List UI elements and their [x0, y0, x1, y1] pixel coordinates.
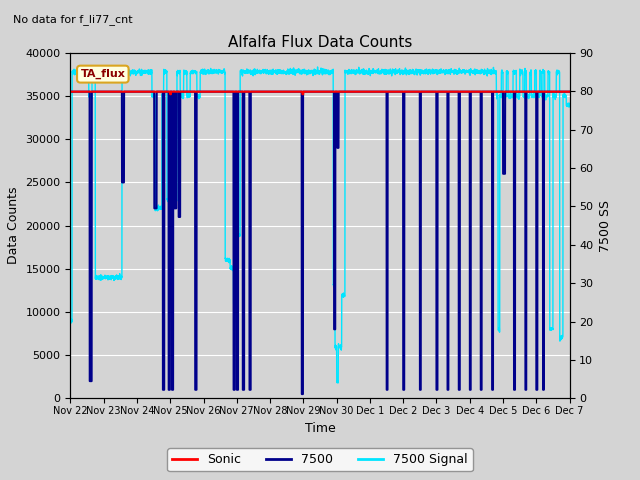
- Y-axis label: 7500 SS: 7500 SS: [599, 200, 612, 252]
- Legend: Sonic, 7500, 7500 Signal: Sonic, 7500, 7500 Signal: [167, 448, 473, 471]
- X-axis label: Time: Time: [305, 421, 335, 434]
- Text: TA_flux: TA_flux: [81, 69, 125, 79]
- Text: No data for f_li77_cnt: No data for f_li77_cnt: [13, 14, 132, 25]
- Title: Alfalfa Flux Data Counts: Alfalfa Flux Data Counts: [228, 35, 412, 50]
- Y-axis label: Data Counts: Data Counts: [7, 187, 20, 264]
